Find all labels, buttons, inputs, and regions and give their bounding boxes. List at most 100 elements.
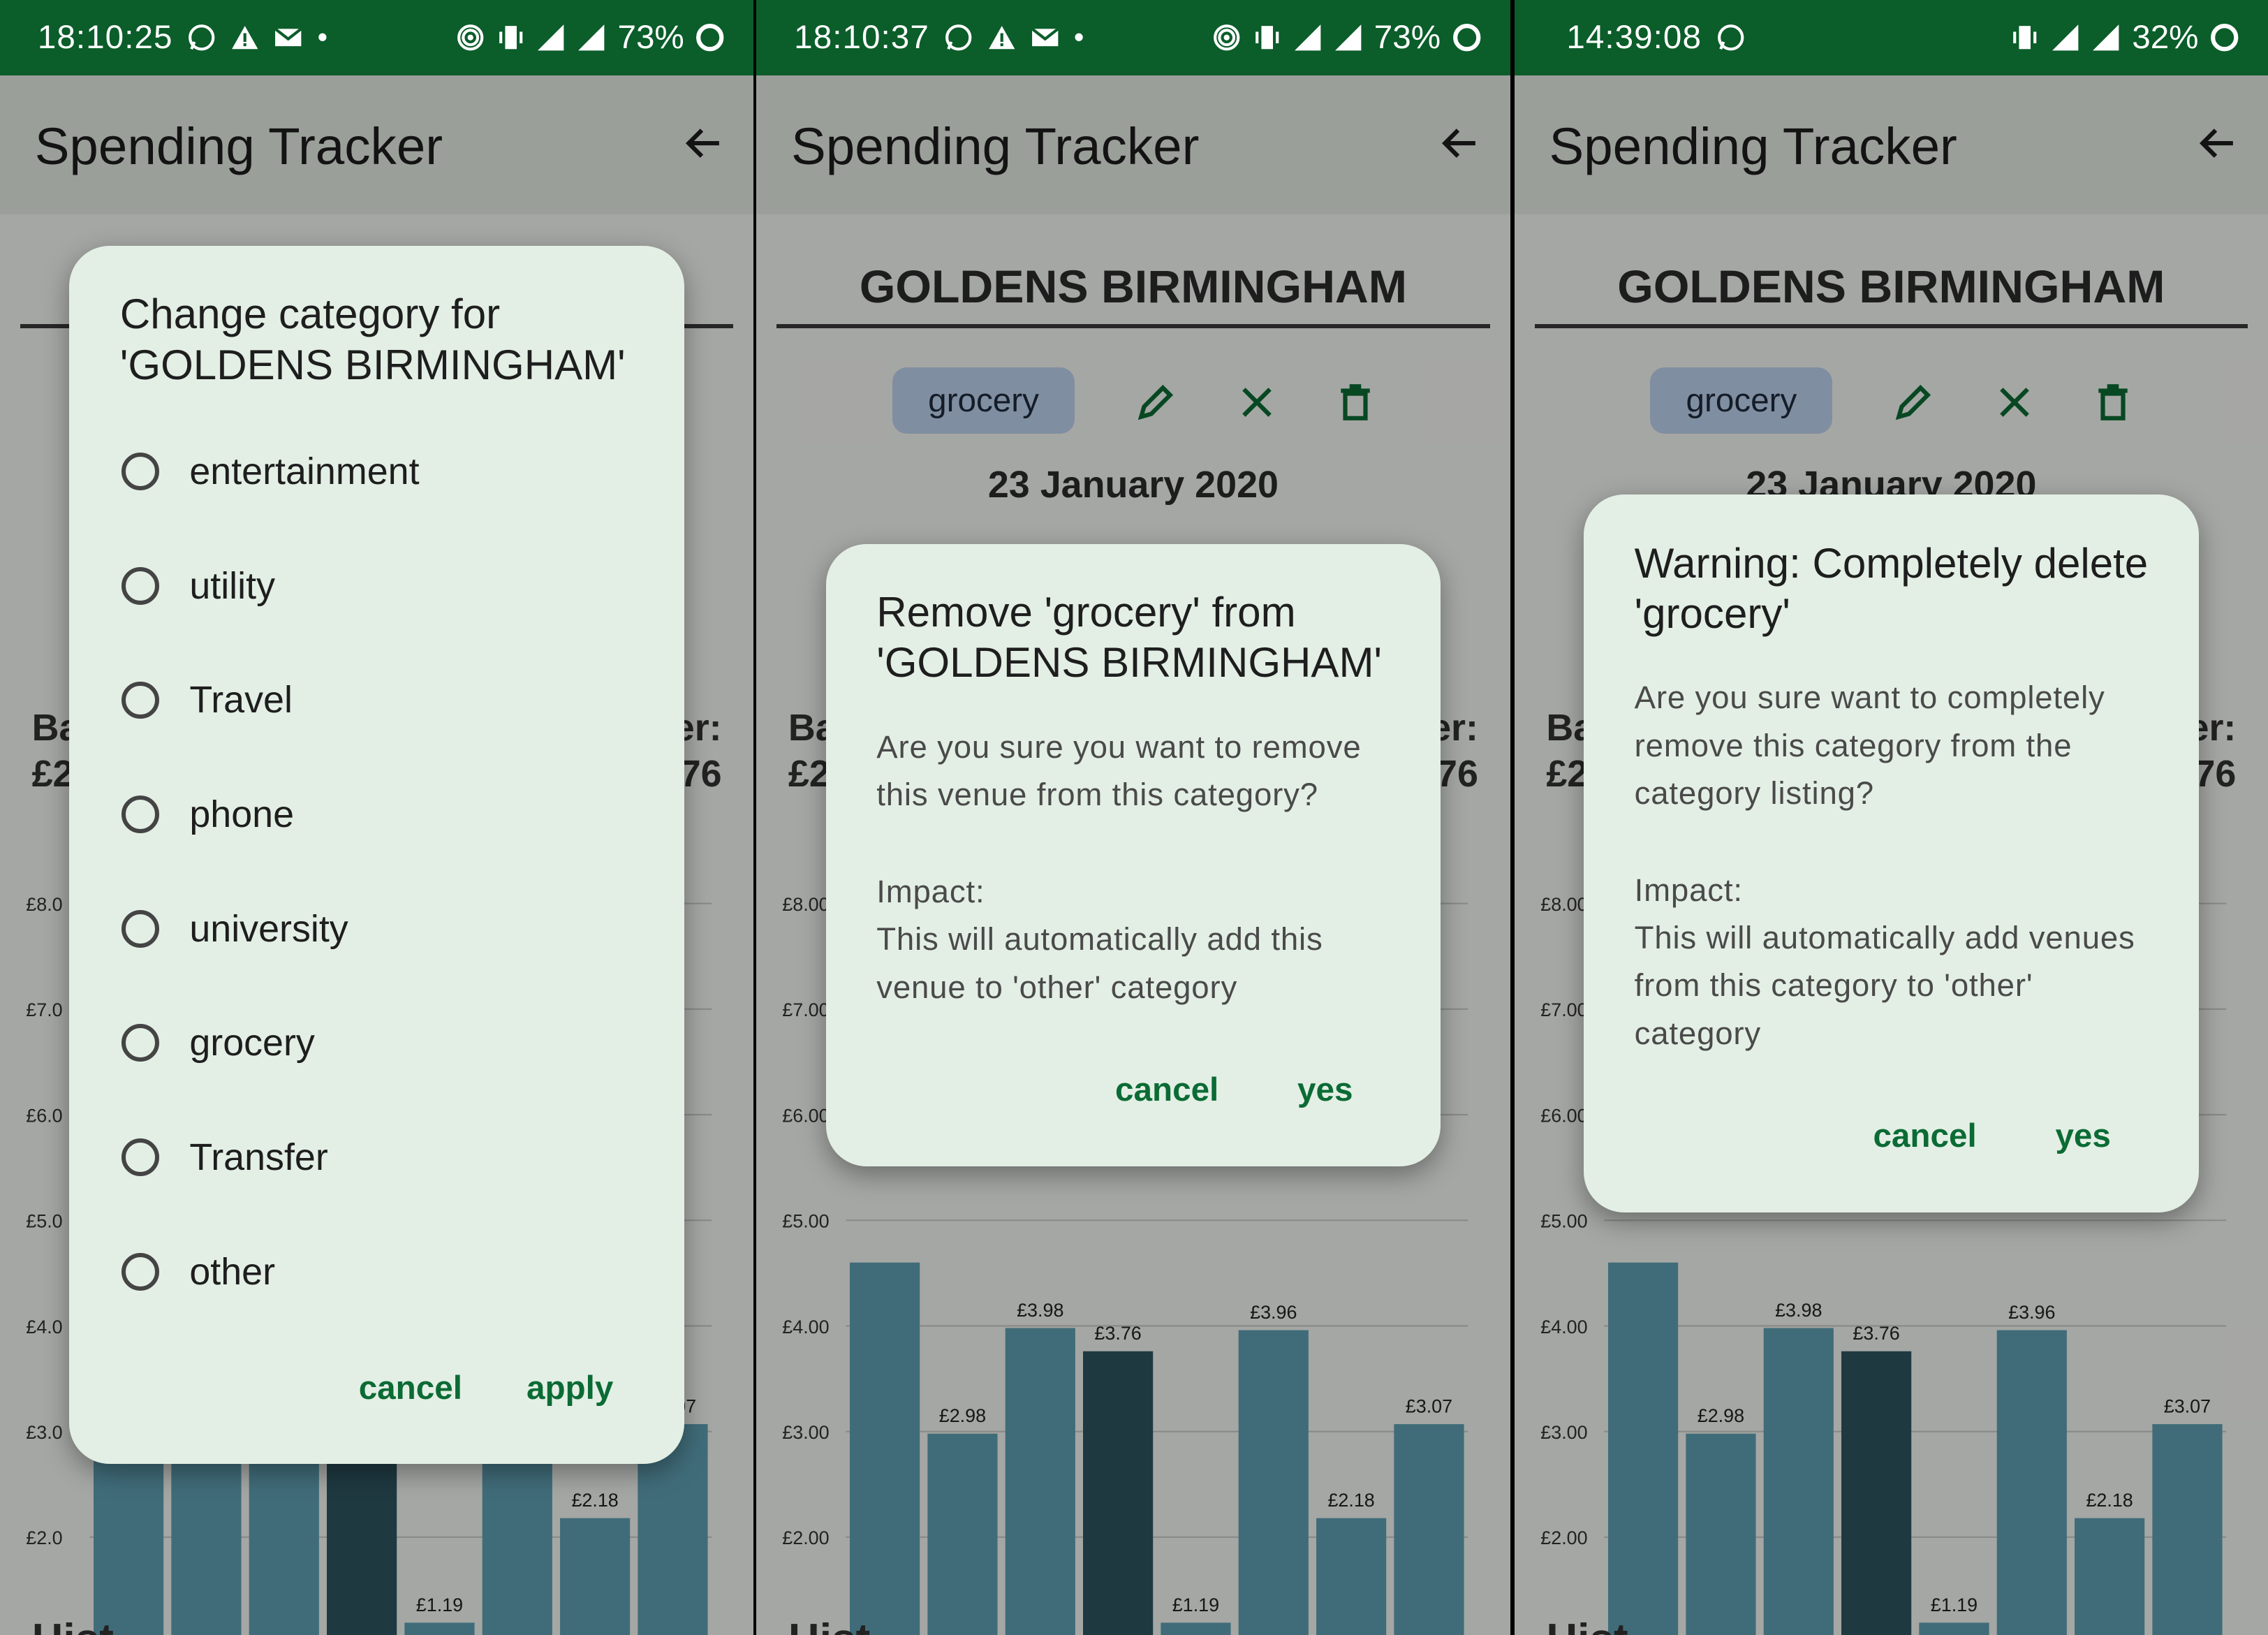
y-tick-label: £8.00 xyxy=(783,894,830,915)
signal-icon xyxy=(1334,24,1362,51)
whatsapp-icon xyxy=(1717,24,1744,51)
app-bar: Spending Tracker xyxy=(0,75,754,214)
trash-icon[interactable] xyxy=(2093,382,2133,423)
hotspot-icon xyxy=(1213,24,1240,51)
history-heading: Hist xyxy=(788,1615,870,1635)
app-bar: Spending Tracker xyxy=(1514,75,2268,214)
chart-bar xyxy=(2074,1518,2144,1635)
radio-button[interactable] xyxy=(121,909,159,948)
trash-icon[interactable] xyxy=(1335,382,1376,423)
bar-value-label: £1.19 xyxy=(416,1594,463,1615)
whatsapp-icon xyxy=(189,24,215,51)
close-x-icon[interactable] xyxy=(1237,382,1277,423)
screen-delete-category: 14:39:08 32% Spending Tracker GOLDENS BI… xyxy=(1514,0,2268,1635)
cancel-button[interactable]: cancel xyxy=(1115,1071,1219,1108)
status-bar: 18:10:37 • 73% xyxy=(756,0,1510,75)
bar-value-label: £3.96 xyxy=(1250,1302,1297,1323)
radio-button[interactable] xyxy=(121,1252,159,1291)
bar-value-label: £2.18 xyxy=(1328,1490,1375,1511)
yes-button[interactable]: yes xyxy=(2055,1117,2111,1155)
right-stat-value: 76 xyxy=(679,753,722,795)
radio-button[interactable] xyxy=(121,1024,159,1062)
back-arrow-icon[interactable] xyxy=(2195,122,2239,165)
bar-value-label: £3.76 xyxy=(1853,1323,1899,1344)
right-stat-value: 76 xyxy=(1436,753,1478,795)
y-tick-label: £2.00 xyxy=(783,1527,830,1548)
y-tick-label: £4.00 xyxy=(783,1317,830,1337)
radio-button[interactable] xyxy=(121,795,159,834)
radio-button[interactable] xyxy=(121,681,159,719)
yes-button[interactable]: yes xyxy=(1297,1071,1353,1108)
close-x-icon[interactable] xyxy=(1994,382,2035,423)
y-tick-label: £7.00 xyxy=(783,999,830,1020)
bar-value-label: £2.18 xyxy=(2086,1490,2133,1511)
change-category-dialog: Change category for 'GOLDENS BIRMINGHAM'… xyxy=(69,246,684,1465)
chart-bar xyxy=(1763,1328,1834,1635)
transaction-date: 23 January 2020 xyxy=(987,463,1279,506)
battery-percent: 73% xyxy=(1374,19,1441,57)
y-tick-label: £5.00 xyxy=(783,1211,830,1232)
mail-icon xyxy=(1031,27,1059,47)
signal-icon xyxy=(578,24,605,51)
back-arrow-icon[interactable] xyxy=(1438,122,1481,165)
apply-button[interactable]: apply xyxy=(526,1369,614,1407)
screen-change-category: 18:10:25 • 73% Spending Tracker GOLDENS … xyxy=(0,0,754,1635)
dialog-title: Remove 'grocery' from 'GOLDENS BIRMINGHA… xyxy=(876,588,1382,687)
chart-bar xyxy=(1919,1622,1989,1635)
y-tick-label: £2.00 xyxy=(1540,1527,1587,1548)
venue-name: GOLDENS BIRMINGHAM xyxy=(859,261,1407,313)
dot-icon: • xyxy=(317,21,328,54)
bar-value-label: £3.96 xyxy=(2008,1302,2055,1323)
signal-icon xyxy=(1294,24,1321,51)
edit-pencil-icon[interactable] xyxy=(1135,382,1176,423)
cancel-button[interactable]: cancel xyxy=(358,1369,462,1407)
category-option[interactable]: utility xyxy=(121,564,275,608)
bar-value-label: £3.07 xyxy=(1406,1395,1452,1416)
status-time: 18:10:37 xyxy=(794,19,929,57)
status-time: 14:39:08 xyxy=(1566,19,1702,57)
category-option[interactable]: phone xyxy=(121,793,294,836)
edit-pencil-icon[interactable] xyxy=(1893,382,1934,423)
status-bar: 18:10:25 • 73% xyxy=(0,0,754,75)
category-option[interactable]: entertainment xyxy=(121,450,420,493)
bar-value-label: £3.07 xyxy=(2164,1395,2211,1416)
radio-button[interactable] xyxy=(121,1138,159,1176)
y-tick-label: £3.00 xyxy=(1540,1422,1587,1443)
vibrate-icon xyxy=(2013,26,2037,50)
category-option[interactable]: Transfer xyxy=(121,1136,328,1179)
dot-icon: • xyxy=(1073,21,1084,54)
chart-bar xyxy=(2152,1424,2223,1635)
chart-bar xyxy=(1996,1330,2067,1635)
battery-icon xyxy=(696,24,724,52)
battery-icon xyxy=(1452,24,1481,52)
y-tick-label: £5.0 xyxy=(26,1211,62,1232)
app-title: Spending Tracker xyxy=(34,116,443,175)
balance-value: £2 xyxy=(788,753,830,795)
chart-bar xyxy=(404,1622,475,1635)
category-chip[interactable]: grocery xyxy=(892,367,1075,434)
y-tick-label: £2.0 xyxy=(26,1527,62,1548)
alert-icon xyxy=(232,26,258,50)
category-option[interactable]: Travel xyxy=(121,678,293,721)
bar-value-label: £2.18 xyxy=(571,1490,618,1511)
dialog-title: Change category for 'GOLDENS BIRMINGHAM' xyxy=(119,291,626,388)
alert-icon xyxy=(988,26,1015,50)
cancel-button[interactable]: cancel xyxy=(1873,1117,1977,1155)
category-option[interactable]: other xyxy=(121,1250,275,1293)
chart-bar xyxy=(1238,1330,1309,1635)
vibrate-icon xyxy=(1255,26,1279,50)
category-option[interactable]: grocery xyxy=(121,1021,315,1064)
category-option[interactable]: university xyxy=(121,907,348,951)
radio-button[interactable] xyxy=(121,453,159,491)
history-heading: Hist xyxy=(32,1615,114,1635)
radio-button[interactable] xyxy=(121,566,159,605)
app-title: Spending Tracker xyxy=(791,116,1200,175)
back-arrow-icon[interactable] xyxy=(682,122,725,165)
category-chip[interactable]: grocery xyxy=(1650,367,1833,434)
dialog-title: Warning: Completely delete 'grocery' xyxy=(1634,539,2149,638)
remove-category-dialog: Remove 'grocery' from 'GOLDENS BIRMINGHA… xyxy=(825,543,1441,1166)
chart-bar xyxy=(1686,1433,1756,1635)
app-bar: Spending Tracker xyxy=(756,75,1510,214)
impact-text: This will automatically add this venue t… xyxy=(876,921,1323,1005)
y-tick-label: £6.00 xyxy=(783,1105,830,1126)
